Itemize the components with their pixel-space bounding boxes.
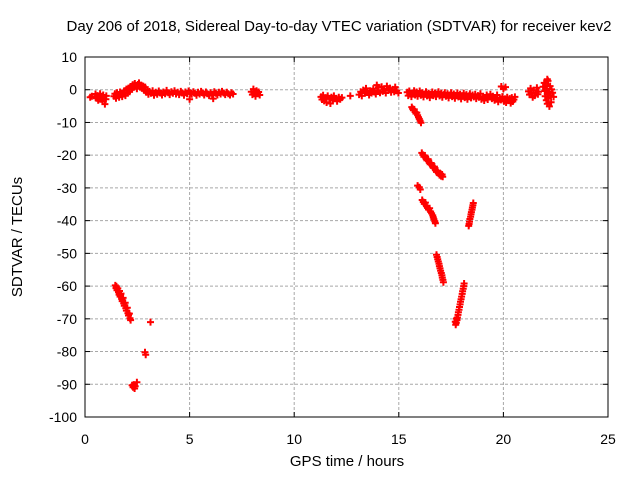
y-tick-label: -40	[57, 213, 77, 229]
y-tick-label: -50	[57, 245, 77, 261]
y-tick-label: -30	[57, 180, 77, 196]
x-axis-label: GPS time / hours	[290, 453, 404, 470]
data-points	[86, 75, 558, 392]
x-tick-label: 0	[81, 431, 89, 447]
y-axis-label: SDTVAR / TECUs	[9, 177, 26, 297]
y-tick-label: 0	[69, 82, 77, 98]
y-tick-label: -20	[57, 147, 77, 163]
y-tick-label: -100	[49, 409, 77, 425]
grid-lines	[85, 57, 608, 417]
x-tick-label: 25	[600, 431, 616, 447]
y-tick-label: -70	[57, 311, 77, 327]
x-tick-labels: 0 5 10 15 20 25	[81, 431, 616, 447]
y-tick-label: -10	[57, 114, 77, 130]
plot-border	[84, 56, 609, 418]
axis-ticks	[84, 56, 609, 418]
y-tick-label: -80	[57, 344, 77, 360]
scatter-points	[86, 75, 558, 392]
y-tick-label: -60	[57, 278, 77, 294]
x-tick-label: 15	[391, 431, 407, 447]
y-tick-label: 10	[61, 49, 77, 65]
x-tick-label: 20	[496, 431, 512, 447]
chart-title: Day 206 of 2018, Sidereal Day-to-day VTE…	[67, 18, 612, 35]
x-tick-label: 10	[286, 431, 302, 447]
x-tick-label: 5	[186, 431, 194, 447]
y-tick-label: -90	[57, 376, 77, 392]
